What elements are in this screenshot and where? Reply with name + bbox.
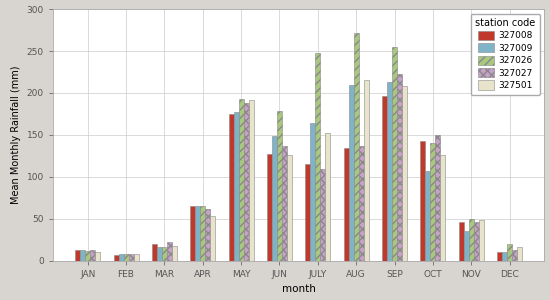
Bar — [200, 206, 205, 261]
Bar — [305, 164, 310, 261]
Bar — [387, 82, 392, 261]
Bar — [75, 250, 80, 261]
Bar — [277, 111, 282, 261]
Bar — [469, 219, 474, 261]
Bar — [244, 103, 249, 261]
Bar — [507, 244, 512, 261]
Bar — [392, 47, 397, 261]
Bar — [90, 250, 95, 261]
Bar — [364, 80, 368, 261]
Bar — [326, 133, 331, 261]
Bar — [497, 252, 502, 261]
Bar — [397, 74, 402, 261]
Bar — [436, 135, 441, 261]
Bar — [249, 100, 254, 261]
Bar — [267, 154, 272, 261]
Bar — [134, 254, 139, 261]
Bar — [152, 244, 157, 261]
Bar — [359, 146, 364, 261]
Legend: 327008, 327009, 327026, 327027, 327501: 327008, 327009, 327026, 327027, 327501 — [471, 14, 540, 94]
Bar — [205, 209, 210, 261]
Bar — [282, 146, 287, 261]
Bar — [478, 220, 484, 261]
Bar — [119, 254, 124, 261]
Bar — [190, 206, 195, 261]
Y-axis label: Mean Monthly Rainfall (mm): Mean Monthly Rainfall (mm) — [11, 66, 21, 204]
Bar — [320, 169, 326, 261]
Bar — [157, 247, 162, 261]
Bar — [426, 171, 431, 261]
Bar — [229, 114, 234, 261]
Bar — [95, 253, 100, 261]
Bar — [382, 96, 387, 261]
Bar — [210, 216, 215, 261]
Bar — [431, 143, 436, 261]
Bar — [85, 251, 90, 261]
Bar — [167, 242, 172, 261]
Bar — [441, 155, 446, 261]
Bar — [464, 231, 469, 261]
Bar — [272, 136, 277, 261]
Bar — [354, 33, 359, 261]
Bar — [310, 123, 315, 261]
Bar — [474, 222, 478, 261]
Bar — [502, 253, 507, 261]
Bar — [124, 254, 129, 261]
Bar — [517, 248, 522, 261]
Bar — [195, 206, 200, 261]
Bar — [239, 99, 244, 261]
Bar — [129, 254, 134, 261]
Bar — [402, 86, 407, 261]
Bar — [234, 112, 239, 261]
Bar — [349, 85, 354, 261]
Bar — [287, 155, 292, 261]
Bar — [459, 222, 464, 261]
Bar — [162, 248, 167, 261]
Bar — [420, 141, 426, 261]
Bar — [172, 246, 177, 261]
Bar — [114, 255, 119, 261]
Bar — [80, 250, 85, 261]
Bar — [512, 250, 517, 261]
Bar — [344, 148, 349, 261]
X-axis label: month: month — [282, 284, 316, 294]
Bar — [315, 53, 320, 261]
